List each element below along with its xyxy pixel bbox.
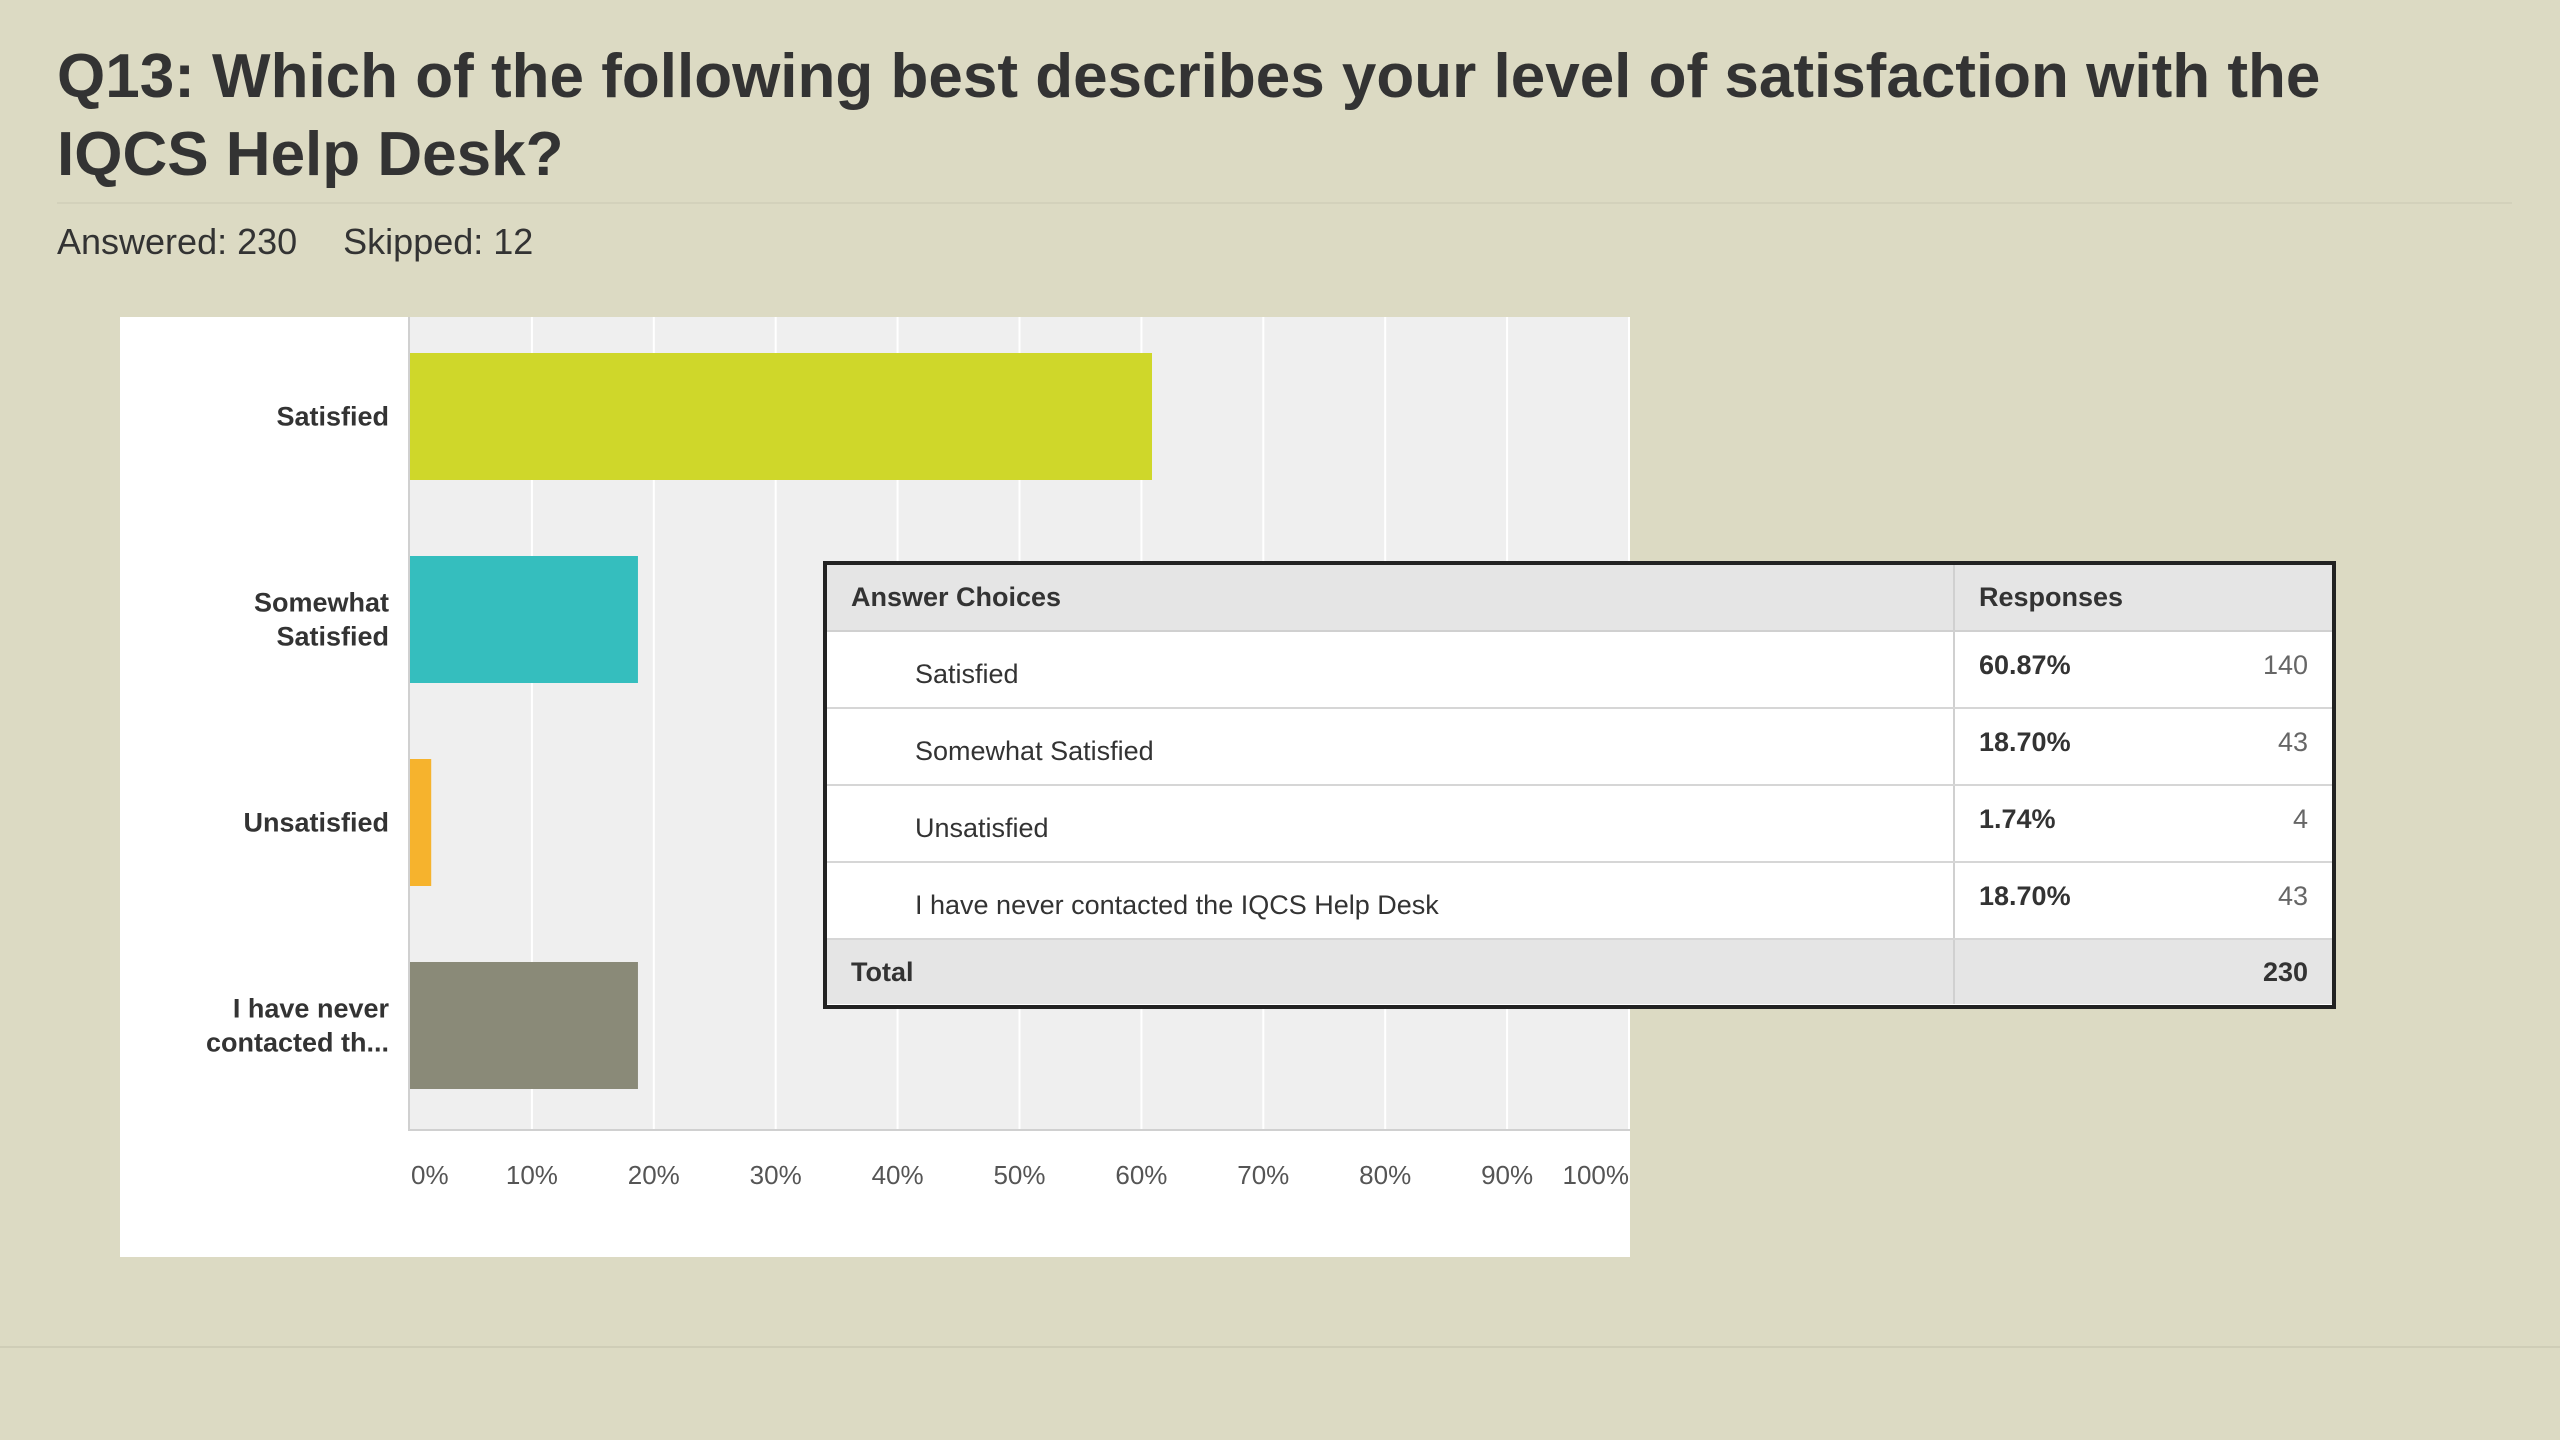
bar [410,759,432,886]
title-divider [57,202,2512,204]
count-cell: 43 [2144,862,2332,940]
category-label: Unsatisfied [243,808,389,838]
choice-cell: Somewhat Satisfied [827,708,1954,786]
category-label: Satisfied [276,402,389,432]
summary-table: Answer Choices Responses Satisfied 60.87… [827,565,2332,1004]
choice-cell: I have never contacted the IQCS Help Des… [827,862,1954,940]
percent-cell: 1.74% [1953,785,2144,863]
x-tick-label: 40% [872,1160,924,1190]
bar [410,556,638,683]
table-total-row: Total 230 [827,939,2332,1004]
table-row: Somewhat Satisfied 18.70% 43 [827,708,2332,786]
table-header-row: Answer Choices Responses [827,565,2332,632]
bar [410,962,638,1089]
total-value: 230 [2144,939,2332,1004]
bar [410,353,1153,480]
summary-table-popup: Answer Choices Responses Satisfied 60.87… [823,561,2336,1009]
choice-cell: Unsatisfied [827,785,1954,863]
category-label: Somewhat Satisfied [254,588,389,652]
skipped-count: Skipped: 12 [343,221,534,262]
x-tick-label: 100% [1563,1160,1630,1190]
x-tick-label: 0% [411,1160,449,1190]
x-tick-label: 70% [1237,1160,1289,1190]
x-tick-label: 90% [1481,1160,1533,1190]
category-label: I have never contacted th... [206,994,390,1058]
total-label: Total [827,939,1954,1004]
table-row: Unsatisfied 1.74% 4 [827,785,2332,863]
x-tick-label: 50% [993,1160,1045,1190]
total-spacer [1953,939,2144,1004]
percent-cell: 60.87% [1953,631,2144,709]
choice-cell: Satisfied [827,631,1954,709]
x-tick-label: 80% [1359,1160,1411,1190]
x-tick-label: 10% [506,1160,558,1190]
x-tick-labels: 0% 10% 20% 30% 40% 50% 60% 70% 80% 90% 100% [411,1160,1629,1190]
count-cell: 140 [2144,631,2332,709]
axes [408,317,1630,1131]
table-row: Satisfied 60.87% 140 [827,631,2332,709]
category-labels: Satisfied Somewhat Satisfied Unsatisfied I h… [206,402,390,1058]
percent-cell: 18.70% [1953,708,2144,786]
x-tick-label: 30% [750,1160,802,1190]
answered-count: Answered: 230 [57,221,298,262]
x-tick-label: 60% [1115,1160,1167,1190]
question-title: Q13: Which of the following best describ… [57,42,2321,189]
count-cell: 4 [2144,785,2332,863]
footer-divider [0,1346,2560,1348]
percent-cell: 18.70% [1953,862,2144,940]
bars [410,353,1153,1089]
count-cell: 43 [2144,708,2332,786]
header-answer-choices: Answer Choices [827,565,1954,632]
x-tick-label: 20% [628,1160,680,1190]
header-responses: Responses [1953,565,2332,632]
table-row: I have never contacted the IQCS Help Des… [827,862,2332,940]
response-stats: Answered: 230 Skipped: 12 [57,218,533,266]
